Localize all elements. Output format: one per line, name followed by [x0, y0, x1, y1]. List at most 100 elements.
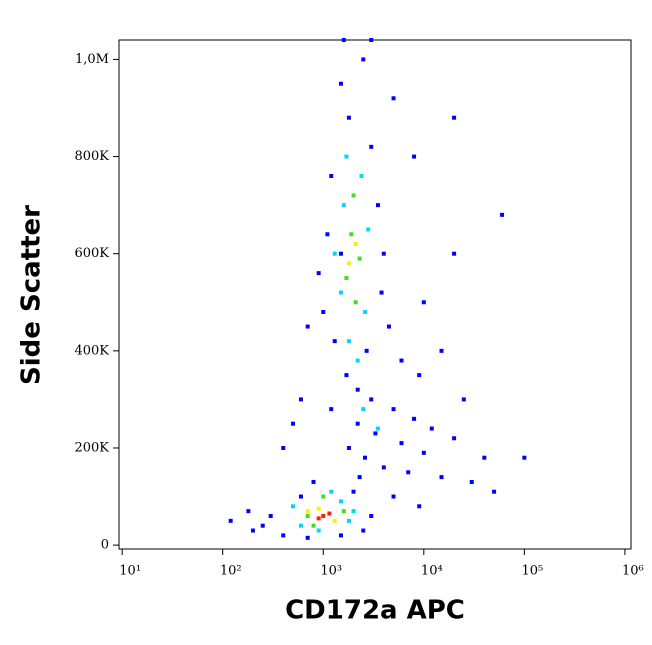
point	[421, 450, 426, 455]
point	[373, 431, 378, 436]
point	[344, 373, 349, 378]
point	[386, 324, 391, 329]
point	[298, 397, 303, 402]
y-tick-label: 200K	[74, 440, 109, 455]
y-tick-label: 1,0M	[75, 52, 109, 67]
point	[290, 504, 295, 509]
point	[346, 445, 351, 450]
point	[375, 426, 380, 431]
point	[452, 251, 457, 256]
point	[327, 511, 332, 516]
point	[461, 397, 466, 402]
point	[268, 513, 273, 518]
point	[361, 407, 366, 412]
point	[298, 494, 303, 499]
point	[353, 241, 358, 246]
point	[452, 115, 457, 120]
point	[341, 203, 346, 208]
point	[417, 504, 422, 509]
point	[305, 513, 310, 518]
point	[250, 528, 255, 533]
point	[399, 358, 404, 363]
point	[421, 300, 426, 305]
y-tick-label: 800K	[74, 149, 109, 164]
point	[298, 523, 303, 528]
point	[346, 115, 351, 120]
point	[355, 387, 360, 392]
point	[357, 475, 362, 480]
point	[290, 421, 295, 426]
point	[332, 339, 337, 344]
point	[338, 290, 343, 295]
point	[311, 523, 316, 528]
point	[355, 421, 360, 426]
point	[338, 81, 343, 86]
point	[332, 518, 337, 523]
point	[366, 227, 371, 232]
point	[381, 251, 386, 256]
point	[379, 290, 384, 295]
point	[316, 271, 321, 276]
point	[338, 499, 343, 504]
point	[362, 309, 367, 314]
point	[305, 509, 310, 514]
point	[452, 436, 457, 441]
point	[391, 407, 396, 412]
point	[522, 455, 527, 460]
point	[305, 324, 310, 329]
point	[369, 38, 374, 42]
point	[353, 300, 358, 305]
point	[375, 203, 380, 208]
x-tick-label: 10⁴	[421, 564, 443, 579]
point	[228, 518, 233, 523]
point	[346, 261, 351, 266]
point	[346, 518, 351, 523]
point	[332, 251, 337, 256]
point	[349, 232, 354, 237]
x-tick-label: 10¹	[119, 564, 141, 579]
point	[364, 348, 369, 353]
point	[281, 533, 286, 538]
x-tick-label: 10²	[220, 564, 242, 579]
y-axis-label: Side Scatter	[17, 205, 47, 385]
point	[406, 470, 411, 475]
x-axis-label: CD172a APC	[285, 596, 465, 626]
point	[369, 144, 374, 149]
point	[500, 212, 505, 217]
point	[351, 509, 356, 514]
point	[338, 533, 343, 538]
point	[341, 38, 346, 42]
point	[357, 256, 362, 261]
point	[439, 348, 444, 353]
point	[321, 309, 326, 314]
point	[361, 528, 366, 533]
point	[381, 465, 386, 470]
point	[362, 455, 367, 460]
point	[369, 397, 374, 402]
point	[260, 523, 265, 528]
point	[316, 506, 321, 511]
point	[412, 416, 417, 421]
point	[351, 193, 356, 198]
point	[338, 251, 343, 256]
point	[412, 154, 417, 159]
point	[361, 57, 366, 62]
x-tick-label: 10⁶	[622, 564, 644, 579]
y-tick-label: 0	[101, 538, 109, 553]
point	[417, 373, 422, 378]
x-tick-label: 10³	[320, 564, 342, 579]
point	[346, 339, 351, 344]
y-tick-label: 600K	[74, 246, 109, 261]
point	[344, 154, 349, 159]
point	[369, 513, 374, 518]
point	[399, 441, 404, 446]
point	[329, 489, 334, 494]
point	[281, 445, 286, 450]
point	[325, 232, 330, 237]
point	[246, 509, 251, 514]
point	[329, 173, 334, 178]
point	[316, 528, 321, 533]
point	[344, 275, 349, 280]
point	[311, 479, 316, 484]
